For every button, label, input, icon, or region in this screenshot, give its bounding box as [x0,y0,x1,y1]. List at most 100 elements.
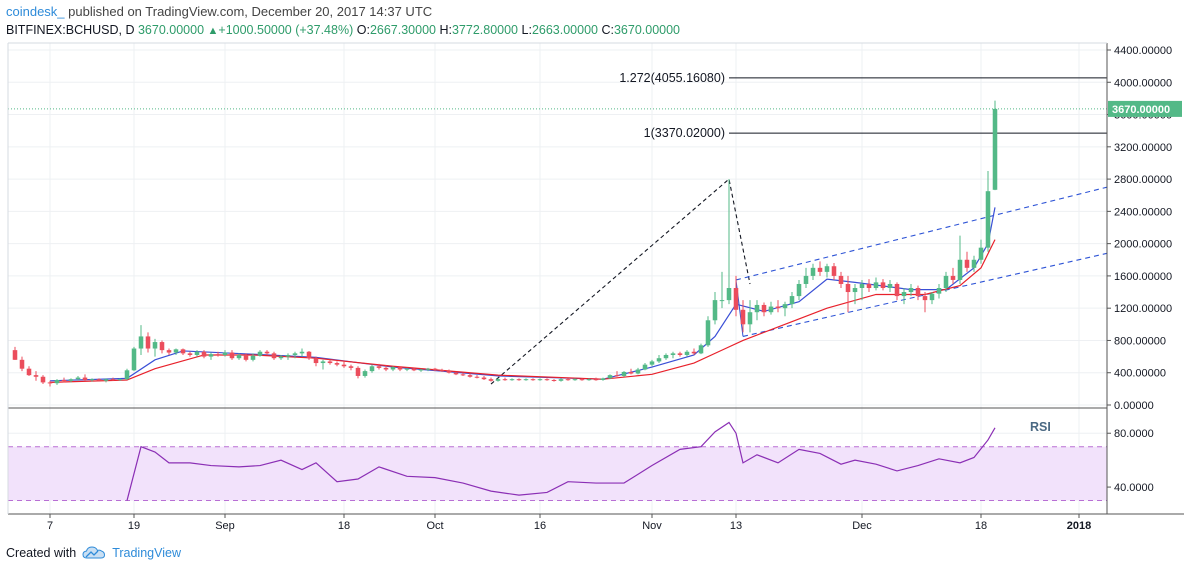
candle-body [600,378,606,380]
candle-body [243,354,249,360]
candle-body [558,379,564,381]
rsi-band [8,446,1107,501]
fib-level-label: 1(3370.02000) [644,126,725,140]
candle-body [362,371,368,376]
candle-body [292,353,298,355]
candle-body [565,379,571,381]
candle-body [831,266,837,276]
candle-body [663,354,669,359]
candle-body [257,351,263,356]
candle-body [75,377,81,380]
candle-body [418,369,424,371]
symbol-label: BITFINEX:BCHUSD, D [6,23,135,37]
candle-body [726,288,732,301]
candle-body [712,300,718,321]
candle-body [586,379,592,381]
candle-body [803,275,809,284]
swing-dashed-line[interactable] [490,178,751,385]
candle-body [306,351,312,359]
candle-body [873,282,879,289]
candle-body [488,379,494,381]
candle-body [593,379,599,381]
candle-body [628,371,634,374]
candle-body [327,361,333,364]
candle-body [19,359,25,369]
candle-body [824,266,830,272]
candle-body [320,361,326,364]
low-label: L: [521,23,532,37]
close-label: C: [601,23,614,37]
candle-body [684,351,690,355]
time-tick-label: Nov [642,520,662,532]
candle-body [691,351,697,354]
candle-body [194,351,200,355]
candle-body [656,358,662,362]
tradingview-link[interactable]: TradingView [112,546,181,560]
candle-body [719,300,725,302]
brand-label[interactable]: coindesk_ [6,4,65,19]
ohlc-header: BITFINEX:BCHUSD, D 3670.00000 ▲+1000.500… [6,23,680,37]
price-tick-label: 2400.00000 [1114,206,1172,218]
time-tick-label: 7 [47,520,53,532]
price-tick-label: 0.00000 [1114,400,1154,412]
candle-body [250,355,256,360]
candle-body [789,296,795,305]
candle-body [460,374,466,376]
candle-body [397,367,403,370]
candle-body [82,377,88,380]
candle-body [411,368,417,371]
candle-body [754,304,760,313]
candle-body [334,363,340,365]
candle-body [943,275,949,289]
candle-body [516,379,522,381]
candle-body [278,356,284,359]
candle-body [880,282,886,289]
candle-body [705,320,711,346]
price-tick-label: 4400.00000 [1114,45,1172,57]
candle-body [264,351,270,354]
open-value: 2667.30000 [369,23,436,37]
candle-body [964,259,970,268]
created-with-text: Created with [6,546,77,560]
candle-body [145,336,151,349]
candle-body [649,361,655,365]
rsi-line [126,421,996,501]
candle-body [614,375,620,377]
candle-body [572,379,578,381]
high-label: H: [439,23,452,37]
candle-body [677,353,683,355]
price-tick-label: 2800.00000 [1114,174,1172,186]
candle-body [642,364,648,370]
price-tick-label: 4000.00000 [1114,77,1172,89]
candle-body [887,283,893,289]
price-tick-label: 1600.00000 [1114,271,1172,283]
candle-body [201,351,207,357]
candle-body [768,306,774,313]
candle-body [124,370,130,380]
time-tick-label: Dec [852,520,872,532]
candle-body [110,379,116,381]
candle-body [313,358,319,364]
price-tick-label: 400.00000 [1114,368,1166,380]
published-text: published on TradingView.com, December 2… [68,4,433,19]
candle-body [845,283,851,293]
price-tick-label: 800.00000 [1114,335,1166,347]
price-tick-label: 3200.00000 [1114,142,1172,154]
up-arrow-icon: ▲ [207,25,219,37]
slow-moving-average-line [49,239,996,384]
candle-body [89,379,95,381]
candle-body [376,366,382,368]
candle-body [208,354,214,357]
candle-body [670,353,676,355]
candle-body [222,352,228,355]
candle-body [747,312,753,325]
candle-body [215,354,221,356]
candle-body [817,267,823,272]
last-price-tag [1108,100,1182,117]
candle-body [117,379,123,381]
time-tick-label: Sep [215,520,235,532]
candle-body [852,288,858,293]
candle-body [551,379,557,381]
channel-upper-line[interactable] [735,186,1108,281]
